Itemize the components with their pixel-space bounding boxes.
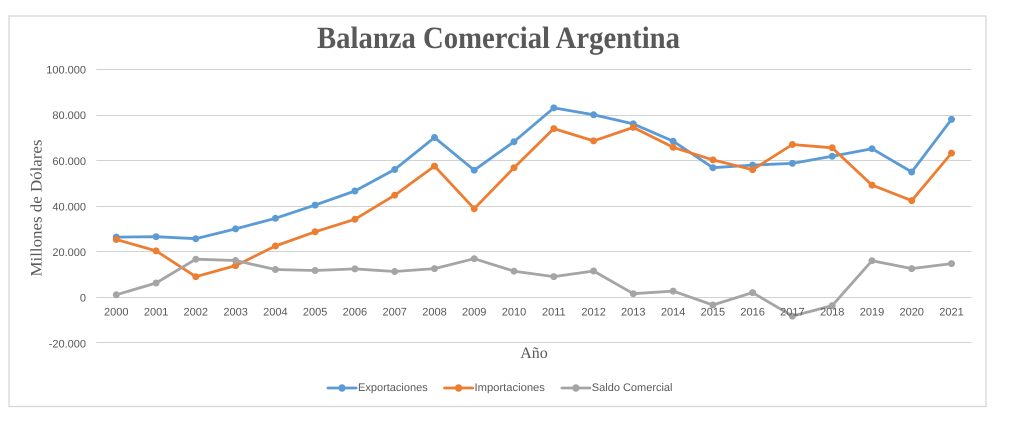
svg-text:2014: 2014 xyxy=(661,307,685,319)
svg-text:Millones de Dólares: Millones de Dólares xyxy=(29,140,46,277)
svg-text:2015: 2015 xyxy=(701,307,725,319)
svg-text:100.000: 100.000 xyxy=(46,65,86,77)
svg-text:2016: 2016 xyxy=(740,307,764,319)
svg-text:60.000: 60.000 xyxy=(52,156,86,168)
svg-text:2000: 2000 xyxy=(104,307,128,319)
svg-text:2020: 2020 xyxy=(899,307,923,319)
svg-text:40.000: 40.000 xyxy=(52,202,86,214)
svg-text:2012: 2012 xyxy=(581,307,605,319)
svg-text:Exportaciones: Exportaciones xyxy=(358,382,428,394)
svg-text:Balanza Comercial Argentina: Balanza Comercial Argentina xyxy=(317,20,680,55)
svg-text:2010: 2010 xyxy=(502,307,526,319)
svg-text:2008: 2008 xyxy=(422,307,446,319)
svg-text:2018: 2018 xyxy=(820,307,844,319)
svg-text:80.000: 80.000 xyxy=(52,110,86,122)
svg-text:2019: 2019 xyxy=(860,307,884,319)
svg-text:-20.000: -20.000 xyxy=(49,338,86,350)
svg-text:2017: 2017 xyxy=(780,307,804,319)
svg-text:2003: 2003 xyxy=(223,307,247,319)
svg-text:Importaciones: Importaciones xyxy=(475,382,546,394)
svg-text:2005: 2005 xyxy=(303,307,327,319)
svg-text:0: 0 xyxy=(80,293,86,305)
svg-text:2011: 2011 xyxy=(542,307,566,319)
svg-text:2013: 2013 xyxy=(621,307,645,319)
svg-text:2004: 2004 xyxy=(263,307,287,319)
svg-text:2009: 2009 xyxy=(462,307,486,319)
svg-text:2002: 2002 xyxy=(184,307,208,319)
svg-text:Saldo Comercial: Saldo Comercial xyxy=(592,382,673,394)
svg-text:Año: Año xyxy=(520,345,548,362)
svg-text:2006: 2006 xyxy=(343,307,367,319)
svg-text:20.000: 20.000 xyxy=(52,247,86,259)
svg-text:2021: 2021 xyxy=(939,307,963,319)
svg-text:2001: 2001 xyxy=(144,307,168,319)
svg-text:2007: 2007 xyxy=(382,307,406,319)
